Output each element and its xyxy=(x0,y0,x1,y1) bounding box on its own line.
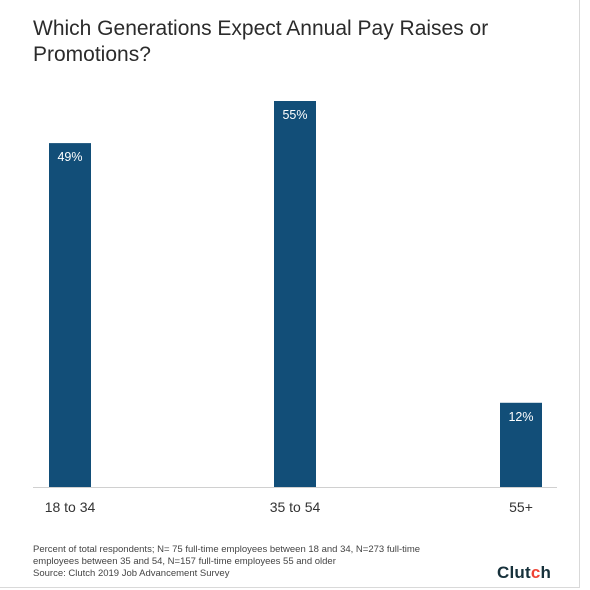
bar-value-label-1: 49% xyxy=(57,150,82,164)
x-tick-label-3: 55+ xyxy=(509,499,533,515)
x-tick-label-1: 18 to 34 xyxy=(45,499,96,515)
footnote: Percent of total respondents; N= 75 full… xyxy=(33,544,488,580)
chart-frame xyxy=(0,0,580,588)
footnote-line-1: Percent of total respondents; N= 75 full… xyxy=(33,544,421,555)
chart-title: Which Generations Expect Annual Pay Rais… xyxy=(33,17,489,66)
footnote-source: Source: Clutch 2019 Job Advancement Surv… xyxy=(33,568,230,579)
bar-2 xyxy=(274,101,316,487)
footnote-line-2: employees between 35 and 54, N=157 full-… xyxy=(33,556,336,567)
bars-group: 49% 55% 12% xyxy=(49,101,542,488)
clutch-logo: Clutch xyxy=(497,563,552,582)
bar-1 xyxy=(49,143,91,488)
bar-3 xyxy=(500,402,542,487)
bar-value-label-3: 12% xyxy=(508,410,533,424)
x-tick-label-2: 35 to 54 xyxy=(270,499,321,515)
x-tick-labels: 18 to 34 35 to 54 55+ xyxy=(45,499,533,515)
bar-value-label-2: 55% xyxy=(282,108,307,122)
